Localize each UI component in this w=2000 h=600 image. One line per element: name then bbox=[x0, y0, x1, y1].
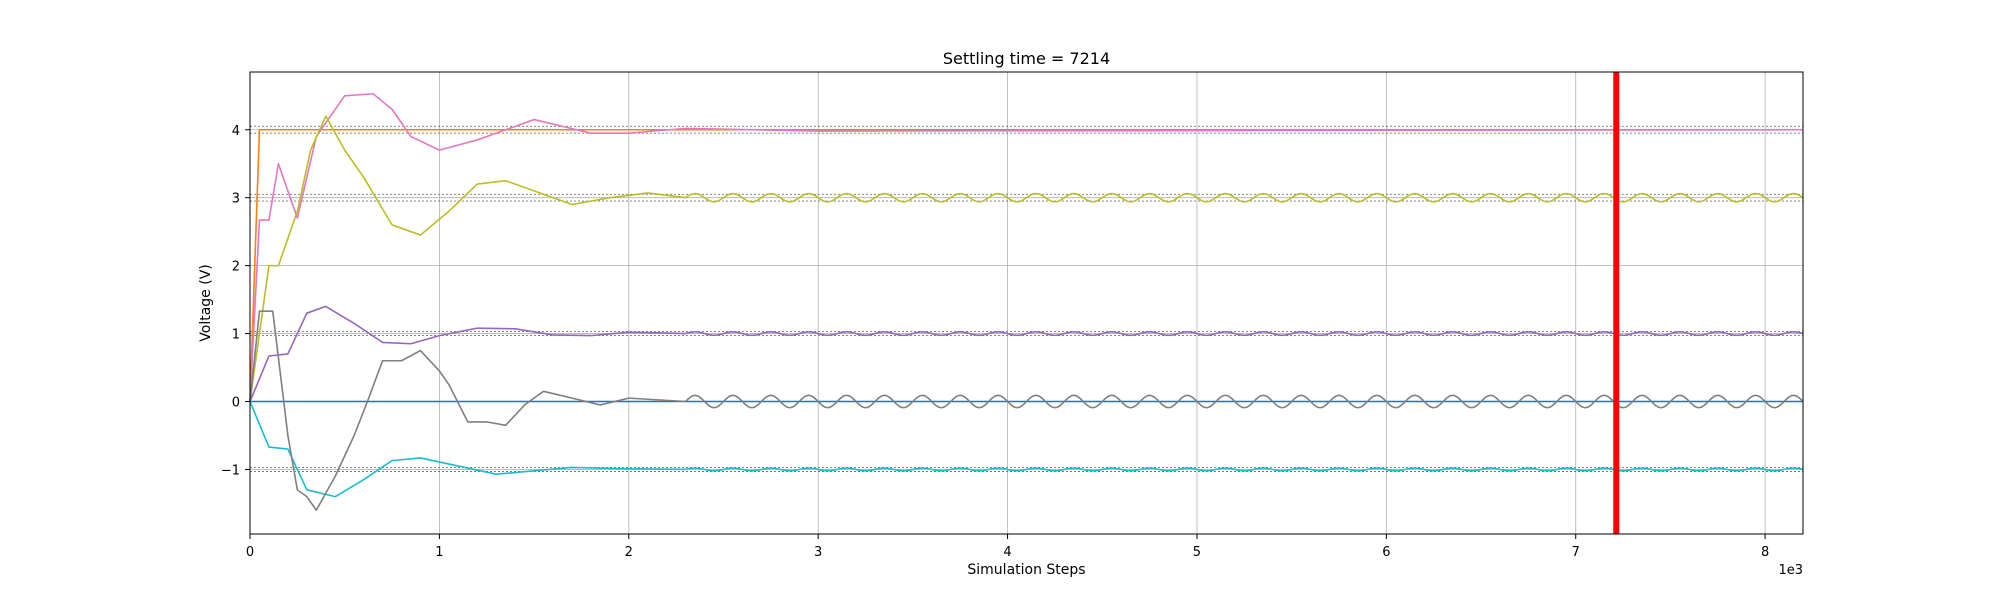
series-line bbox=[249, 401, 686, 498]
x-tick-label: 3 bbox=[814, 545, 822, 560]
y-tick-label: 3 bbox=[232, 192, 240, 207]
series-line bbox=[249, 115, 686, 402]
y-tick-label: 2 bbox=[232, 260, 240, 275]
series-line bbox=[249, 92, 1804, 402]
x-tick-label: 5 bbox=[1193, 545, 1201, 560]
y-tick-label: 0 bbox=[232, 396, 240, 411]
y-tick-label: 1 bbox=[232, 328, 240, 343]
x-tick-label: 0 bbox=[246, 545, 254, 560]
x-tick-label: 2 bbox=[625, 545, 633, 560]
grid bbox=[249, 72, 1803, 534]
x-tick-label: 6 bbox=[1382, 545, 1390, 560]
x-tick-label: 7 bbox=[1572, 545, 1580, 560]
x-tick-label: 4 bbox=[1003, 545, 1011, 560]
x-tick-label: 1 bbox=[435, 545, 443, 560]
y-tick-label: −1 bbox=[221, 463, 240, 478]
series-line bbox=[249, 305, 686, 402]
chart-title: Settling time = 7214 bbox=[943, 49, 1110, 68]
plot-frame bbox=[249, 71, 1804, 535]
x-tick-label: 8 bbox=[1761, 545, 1769, 560]
x-axis-label: Simulation Steps bbox=[967, 562, 1085, 578]
y-axis-label: Voltage (V) bbox=[198, 264, 214, 341]
y-tick-label: 4 bbox=[232, 124, 240, 139]
series-lines bbox=[249, 92, 1804, 512]
tick-labels: 0 1 2 3 4 5 6 7 8 −1 0 1 2 3 4 bbox=[221, 124, 1769, 560]
tolerance-bands bbox=[250, 125, 1803, 472]
series-line bbox=[249, 310, 686, 512]
x-axis-multiplier: 1e3 bbox=[1778, 563, 1803, 578]
